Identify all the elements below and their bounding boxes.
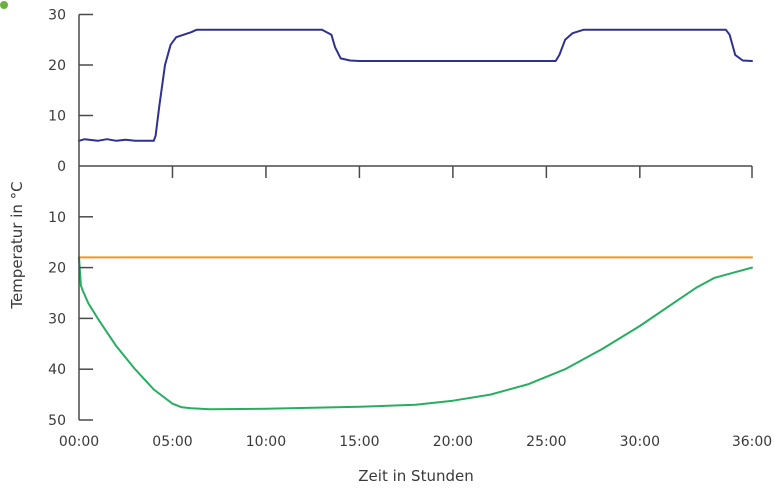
x-axis-title: Zeit in Stunden	[358, 467, 473, 485]
x-tick-label: 20:00	[433, 434, 473, 450]
series-layer	[78, 28, 753, 411]
y-axis-title: Temperatur in °C	[8, 181, 26, 309]
lower-y-tick-label: 40	[48, 362, 66, 378]
x-tick-label: 30:00	[620, 434, 660, 450]
axes-layer	[78, 13, 753, 421]
lower-y-tick-label: 10	[48, 210, 66, 226]
x-tick-label: 05:00	[152, 434, 192, 450]
x-tick-label: 10:00	[246, 434, 286, 450]
x-tick-label: 15:00	[339, 434, 379, 450]
labels-layer: 0 10 20 30 10 20 30 40 50 00:00 05:00 10:00 15:00 20:…	[48, 8, 772, 451]
x-tick-label: 25:00	[526, 434, 566, 450]
lower-series-line-green	[78, 256, 753, 411]
lower-y-tick-label: 20	[48, 261, 66, 277]
corner-marker-dot	[0, 1, 8, 9]
upper-y-tick-label: 30	[48, 8, 66, 24]
lower-y-tick-label: 30	[48, 311, 66, 327]
upper-y-tick-label: 10	[48, 109, 66, 125]
x-tick-label: 00:00	[59, 434, 99, 450]
x-tick-label: 36:00	[732, 434, 772, 450]
upper-series-line	[78, 28, 753, 142]
upper-y-tick-label: 20	[48, 58, 66, 74]
upper-y-tick-label: 0	[57, 159, 66, 175]
lower-y-tick-label: 50	[48, 413, 66, 429]
